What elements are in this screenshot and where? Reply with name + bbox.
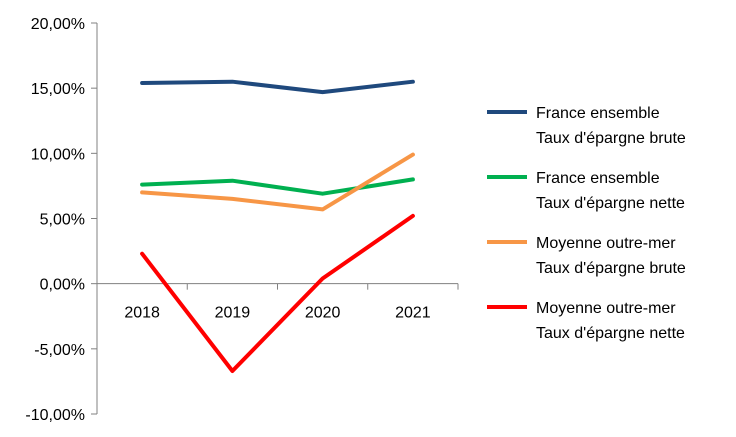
legend-label-line1: France ensemble: [536, 170, 660, 187]
y-axis: 20,00% 15,00% 10,00% 5,00% 0,00% -5,00% -10,00…: [25, 16, 98, 424]
y-tick-label: -10,00%: [25, 407, 85, 424]
x-axis: 2018 2019 2020 2021: [96, 283, 459, 322]
legend-label-line2: Taux d'épargne nette: [536, 325, 685, 342]
x-tick-label: 2019: [215, 305, 251, 322]
legend-label-line2: Taux d'épargne nette: [536, 195, 685, 212]
y-tick-label: 5,00%: [40, 212, 85, 229]
y-tick-label: 0,00%: [40, 277, 85, 294]
y-tick-label: 20,00%: [31, 16, 85, 33]
x-tick-label: 2018: [124, 305, 160, 322]
series-line-2: [140, 177, 415, 196]
legend-label-line1: Moyenne outre-mer: [536, 235, 676, 252]
legend: France ensemble Taux d'épargne brute Franc…: [487, 105, 686, 342]
legend-label-line1: Moyenne outre-mer: [536, 300, 676, 317]
x-tick-label: 2021: [395, 305, 431, 322]
y-tick-label: 10,00%: [31, 146, 85, 163]
legend-label-line1: France ensemble: [536, 105, 660, 122]
series-line-4: [140, 213, 415, 373]
series-lines: [140, 79, 415, 373]
y-tick-label: 15,00%: [31, 81, 85, 98]
legend-label-line2: Taux d'épargne brute: [536, 260, 686, 277]
legend-label-line2: Taux d'épargne brute: [536, 130, 686, 147]
y-tick-label: -5,00%: [34, 342, 85, 359]
series-line-1: [140, 79, 415, 95]
series-line-3: [140, 152, 415, 212]
x-tick-label: 2020: [305, 305, 341, 322]
